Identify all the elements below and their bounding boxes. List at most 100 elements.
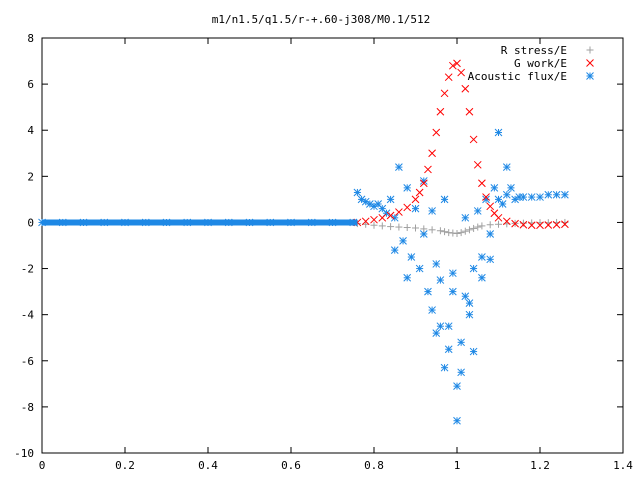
data-point — [415, 264, 424, 273]
data-point — [370, 221, 378, 229]
data-point — [403, 184, 412, 192]
data-point — [444, 345, 453, 354]
data-point — [432, 329, 441, 337]
data-point — [378, 213, 387, 222]
data-point — [412, 224, 419, 232]
data-point — [424, 165, 432, 174]
data-point — [511, 219, 519, 228]
data-point — [457, 229, 465, 237]
chart-title: m1/n1.5/q1.5/r-+.60-j308/M0.1/512 — [212, 13, 431, 26]
data-point — [403, 203, 412, 212]
y-tick-label: -2 — [21, 263, 34, 276]
data-point — [440, 363, 449, 372]
data-point — [361, 217, 370, 226]
data-point — [436, 227, 444, 235]
data-point — [411, 204, 420, 213]
data-point — [390, 213, 399, 222]
data-point — [519, 219, 527, 227]
legend-label: G work/E — [514, 57, 567, 70]
data-point — [494, 213, 503, 222]
y-tick-label: -4 — [21, 309, 35, 322]
data-point — [486, 221, 494, 229]
data-point — [519, 220, 528, 229]
data-point — [448, 269, 457, 278]
data-point — [386, 195, 395, 204]
data-point — [440, 89, 449, 98]
data-point — [453, 382, 461, 390]
data-point — [432, 128, 441, 137]
y-tick-label: 4 — [27, 124, 34, 137]
data-point — [478, 179, 486, 188]
legend-label: R stress/E — [501, 44, 567, 57]
plot-frame — [41, 37, 624, 454]
data-point — [453, 230, 461, 238]
data-point — [428, 207, 436, 215]
series-r-stress-e — [353, 218, 569, 238]
data-point — [527, 221, 536, 230]
data-point — [387, 223, 395, 231]
data-point — [544, 190, 553, 199]
data-point — [395, 208, 403, 216]
y-tick-label: 2 — [27, 170, 34, 183]
data-point — [536, 221, 544, 230]
data-point — [486, 202, 495, 211]
data-point — [470, 224, 478, 232]
legend-label: Acoustic flux/E — [468, 70, 567, 83]
data-point — [457, 368, 466, 377]
data-point — [478, 273, 486, 282]
y-tick-label: 8 — [27, 32, 34, 45]
data-point — [561, 220, 569, 229]
data-marks — [38, 59, 569, 425]
data-point — [473, 207, 482, 215]
data-point — [370, 215, 378, 224]
series-g-work-e — [353, 59, 569, 230]
x-tick-label: 1 — [454, 459, 461, 472]
data-point — [403, 273, 412, 282]
data-point — [482, 193, 490, 201]
data-point — [441, 228, 449, 236]
data-point — [490, 184, 499, 192]
data-point — [378, 222, 386, 230]
data-point — [536, 193, 544, 201]
data-point — [457, 68, 466, 77]
data-point — [474, 223, 482, 231]
y-tick-label: 0 — [27, 216, 34, 229]
legend-marker — [586, 46, 594, 54]
data-point — [465, 107, 474, 116]
data-point — [457, 338, 466, 347]
data-point — [448, 61, 457, 70]
data-point — [453, 59, 461, 68]
y-tick-label: -8 — [21, 401, 34, 414]
data-point — [436, 276, 445, 284]
data-point — [428, 306, 436, 314]
x-tick-label: 1.2 — [530, 459, 550, 472]
data-point — [469, 135, 478, 144]
data-point — [353, 188, 362, 197]
data-point — [469, 347, 478, 356]
legend-marker — [586, 59, 594, 67]
data-point — [386, 211, 395, 220]
y-tick-label: 6 — [27, 78, 34, 91]
data-point — [390, 246, 399, 254]
data-point — [486, 255, 495, 264]
data-point — [502, 217, 511, 226]
x-tick-label: 0.4 — [198, 459, 218, 472]
data-point — [395, 223, 403, 231]
series-acoustic-flux-e — [38, 128, 569, 425]
data-point — [498, 200, 507, 208]
data-point — [428, 226, 436, 234]
data-point — [495, 220, 502, 228]
data-point — [444, 322, 453, 331]
data-point — [428, 149, 436, 158]
x-tick-label: 0.2 — [115, 459, 135, 472]
data-point — [461, 227, 469, 235]
data-point — [478, 222, 486, 230]
data-point — [440, 195, 449, 204]
data-point — [552, 190, 561, 199]
data-point — [436, 107, 445, 116]
data-point — [432, 260, 441, 268]
data-point — [544, 221, 553, 229]
data-point — [461, 213, 470, 222]
data-point — [552, 220, 561, 229]
